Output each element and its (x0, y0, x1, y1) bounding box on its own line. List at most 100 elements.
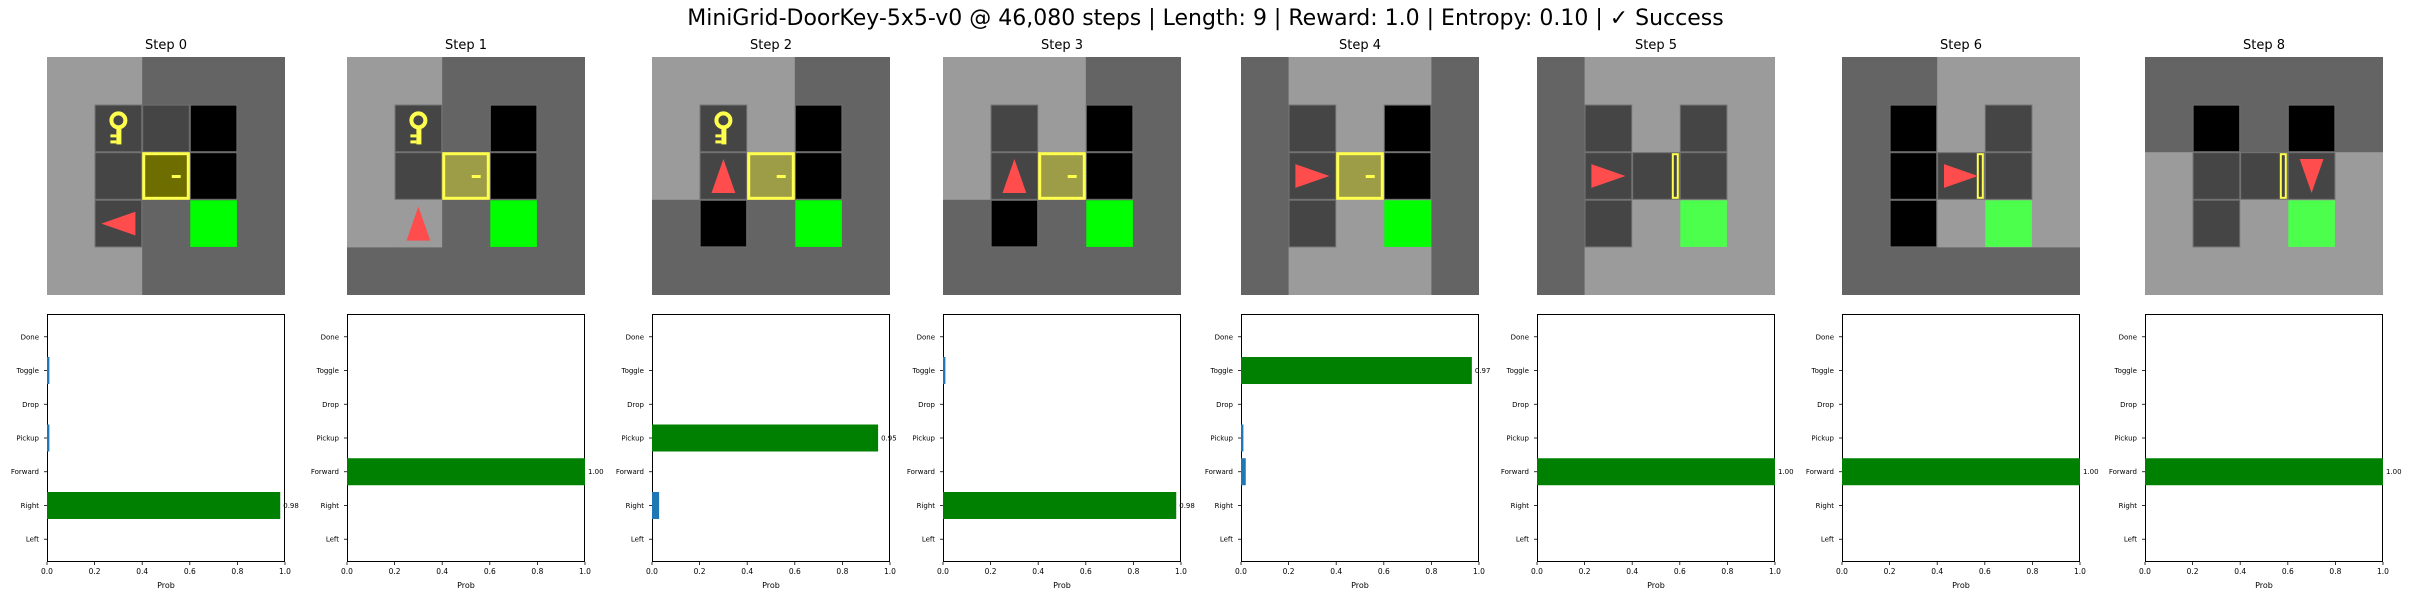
grid-view (2145, 57, 2383, 295)
category-label: Pickup (1210, 435, 1233, 443)
wall-cell (1937, 199, 1986, 248)
prob-bar (347, 458, 585, 486)
category-label: Left (326, 536, 339, 544)
wall-cell (1727, 247, 1775, 295)
wall-cell (794, 57, 843, 106)
wall-cell (2032, 104, 2080, 153)
wall-cell (1038, 57, 1087, 106)
x-tick-label: 0.4 (136, 567, 148, 576)
category-label: Done (626, 333, 644, 341)
wall-cell (1383, 57, 1432, 106)
floor-cell (1288, 199, 1337, 248)
action-prob-chart: Left Right Forward Pickup 0.95 Drop Toggle Done… (616, 314, 897, 590)
prob-bar (47, 357, 50, 385)
x-tick-label: 1.0 (1769, 567, 1781, 576)
action-prob-chart: Left Right Forward 1.00 Pickup Drop Toggle Done… (1806, 314, 2099, 590)
wall-cell (394, 247, 443, 295)
x-axis-label: Prob (762, 581, 780, 590)
x-tick-label: 0.2 (1579, 567, 1591, 576)
plot-frame (1241, 314, 1479, 562)
category-label: Done (1816, 333, 1834, 341)
unseen-cell (990, 199, 1039, 248)
category-label: Left (26, 536, 39, 544)
category-label: Left (1821, 536, 1834, 544)
unseen-cell (1085, 104, 1134, 153)
category-label: Drop (627, 401, 644, 409)
unseen-cell (189, 104, 238, 153)
category-label: Toggle (315, 367, 339, 375)
wall-cell (2335, 152, 2383, 201)
wall-cell (842, 199, 890, 248)
locked-door-icon (442, 152, 490, 200)
floor-cell (1984, 152, 2033, 200)
wall-cell (1085, 247, 1134, 295)
category-label: Right (321, 502, 340, 510)
wall-cell (94, 247, 143, 295)
category-label: Right (1816, 502, 1835, 510)
wall-cell (1727, 199, 1775, 248)
category-label: Forward (907, 468, 935, 476)
wall-cell (394, 57, 443, 106)
wall-cell (1632, 57, 1681, 106)
wall-cell (537, 247, 585, 295)
floor-cell (2240, 152, 2288, 200)
wall-cell (943, 57, 992, 106)
wall-cell (1038, 199, 1087, 248)
wall-cell (1842, 199, 1891, 248)
plot-frame (2145, 314, 2383, 562)
wall-cell (47, 57, 96, 106)
wall-cell (2335, 104, 2383, 153)
locked-door-icon (142, 152, 190, 200)
floor-cell (1679, 152, 1728, 200)
wall-cell (747, 57, 796, 106)
category-label: Drop (918, 401, 935, 409)
wall-cell (2032, 57, 2080, 106)
wall-cell (237, 152, 285, 201)
wall-cell (943, 199, 992, 248)
category-label: Pickup (316, 435, 339, 443)
wall-cell (1937, 104, 1986, 153)
wall-cell (990, 247, 1039, 295)
unseen-cell (489, 152, 538, 200)
x-tick-label: 1.0 (279, 567, 291, 576)
wall-cell (747, 104, 796, 153)
wall-cell (652, 152, 701, 201)
wall-cell (237, 199, 285, 248)
x-tick-label: 0.2 (1884, 567, 1896, 576)
category-label: Forward (2109, 468, 2137, 476)
wall-cell (1288, 247, 1337, 295)
goal-cell (795, 200, 842, 247)
floor-cell (1632, 152, 1680, 200)
goal-cell (1985, 200, 2032, 247)
x-axis-label: Prob (1952, 581, 1970, 590)
unseen-cell (489, 104, 538, 153)
category-label: Forward (1205, 468, 1233, 476)
locked-door-icon (747, 152, 795, 200)
wall-cell (990, 57, 1039, 106)
x-tick-label: 0.0 (1531, 567, 1543, 576)
prob-bar (47, 424, 50, 452)
x-tick-label: 0.2 (694, 567, 706, 576)
wall-cell (652, 104, 701, 153)
wall-cell (2335, 57, 2383, 106)
plot-frame (47, 314, 285, 562)
x-tick-label: 0.6 (1378, 567, 1390, 576)
wall-cell (842, 104, 890, 153)
wall-cell (1288, 57, 1337, 106)
value-label: 0.97 (1475, 367, 1491, 375)
wall-cell (1133, 199, 1181, 248)
prob-bar (652, 491, 660, 519)
value-label: 1.00 (2083, 468, 2099, 476)
grid-view (347, 57, 585, 295)
x-tick-label: 0.6 (184, 567, 196, 576)
step-title: Step 4 (1338, 38, 1381, 53)
wall-cell (1537, 152, 1586, 201)
floor-cell (990, 104, 1039, 153)
agent-up-icon (711, 159, 736, 193)
floor-cell (2192, 199, 2241, 248)
category-label: Done (21, 333, 39, 341)
category-label: Done (1215, 333, 1233, 341)
wall-cell (1133, 247, 1181, 295)
wall-cell (1336, 57, 1385, 106)
x-tick-label: 0.2 (389, 567, 401, 576)
